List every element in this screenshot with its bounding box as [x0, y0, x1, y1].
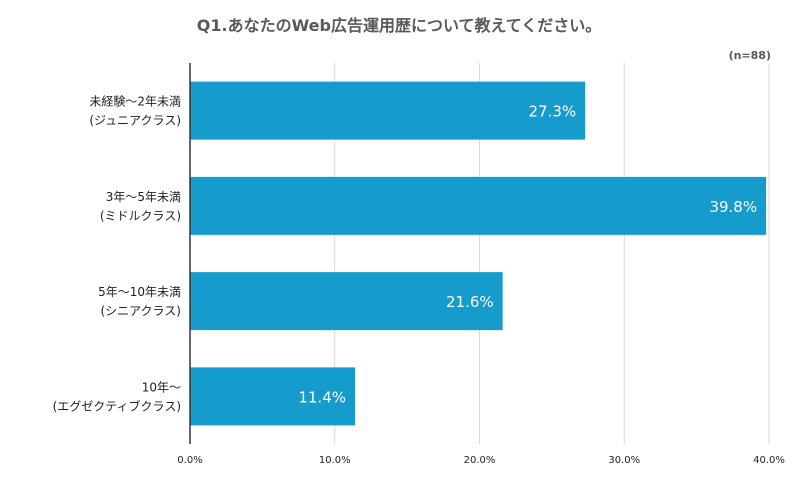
x-tick-label: 40.0%: [753, 455, 785, 466]
bar: [190, 367, 356, 426]
bars: 27.3% 39.8% 21.6% 11.4%: [190, 81, 767, 426]
y-category-label: 3年〜5年未満: [106, 190, 181, 204]
bar-data-label: 39.8%: [709, 198, 757, 216]
y-category-label: 5年〜10年未満: [98, 285, 181, 299]
y-category-label: 未経験〜2年未満: [89, 94, 181, 109]
chart-title: Q1.あなたのWeb広告運用歴について教えてください。: [197, 16, 601, 35]
x-tick-label: 0.0%: [177, 455, 202, 466]
x-tick-label: 30.0%: [608, 455, 640, 466]
bar: [190, 176, 767, 235]
axes: 0.0% 10.0% 20.0% 30.0% 40.0% 未経験〜2年未満 (ジュニアクラス…: [53, 63, 785, 466]
sample-size-annotation: (n=88): [729, 49, 771, 62]
bar-data-label: 21.6%: [446, 293, 494, 311]
bar: [190, 81, 586, 140]
bar-data-label: 11.4%: [298, 388, 346, 406]
y-category-label: (ジュニアクラス): [89, 114, 181, 128]
y-category-label: (ミドルクラス): [100, 209, 181, 223]
y-category-label: (シニアクラス): [100, 304, 181, 318]
x-tick-label: 10.0%: [319, 455, 351, 466]
y-category-label: (エグゼクティブクラス): [53, 398, 181, 413]
y-category-label: 10年〜: [142, 380, 181, 394]
x-tick-label: 20.0%: [464, 455, 496, 466]
bar-data-label: 27.3%: [529, 103, 577, 121]
bar: [190, 272, 503, 331]
